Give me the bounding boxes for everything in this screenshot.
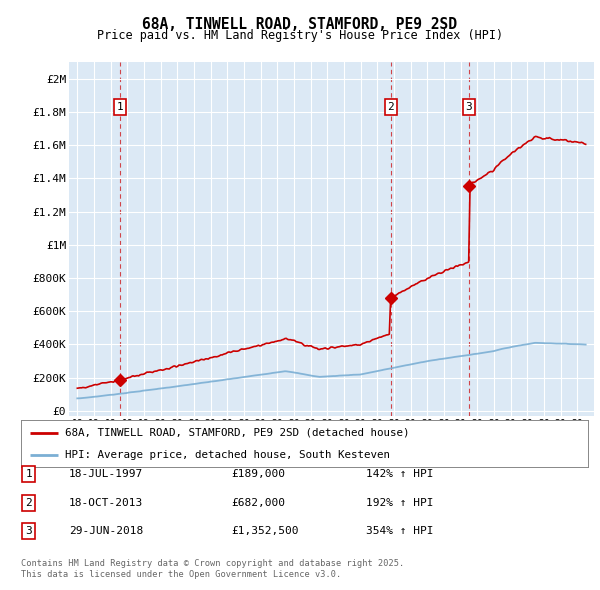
Text: 18-JUL-1997: 18-JUL-1997 [69,470,143,479]
Text: 68A, TINWELL ROAD, STAMFORD, PE9 2SD (detached house): 68A, TINWELL ROAD, STAMFORD, PE9 2SD (de… [65,428,410,438]
Text: 142% ↑ HPI: 142% ↑ HPI [366,470,433,479]
Text: Contains HM Land Registry data © Crown copyright and database right 2025.
This d: Contains HM Land Registry data © Crown c… [21,559,404,579]
Text: £682,000: £682,000 [231,498,285,507]
Text: 2: 2 [387,102,394,112]
Text: 2: 2 [25,498,32,507]
Text: 29-JUN-2018: 29-JUN-2018 [69,526,143,536]
Text: 3: 3 [25,526,32,536]
Text: £189,000: £189,000 [231,470,285,479]
Text: HPI: Average price, detached house, South Kesteven: HPI: Average price, detached house, Sout… [65,450,390,460]
Text: £1,352,500: £1,352,500 [231,526,299,536]
Text: 18-OCT-2013: 18-OCT-2013 [69,498,143,507]
Text: 354% ↑ HPI: 354% ↑ HPI [366,526,433,536]
Text: 1: 1 [116,102,123,112]
Text: Price paid vs. HM Land Registry's House Price Index (HPI): Price paid vs. HM Land Registry's House … [97,30,503,42]
Text: 1: 1 [25,470,32,479]
Text: 192% ↑ HPI: 192% ↑ HPI [366,498,433,507]
Text: 3: 3 [466,102,472,112]
Text: 68A, TINWELL ROAD, STAMFORD, PE9 2SD: 68A, TINWELL ROAD, STAMFORD, PE9 2SD [143,17,458,31]
